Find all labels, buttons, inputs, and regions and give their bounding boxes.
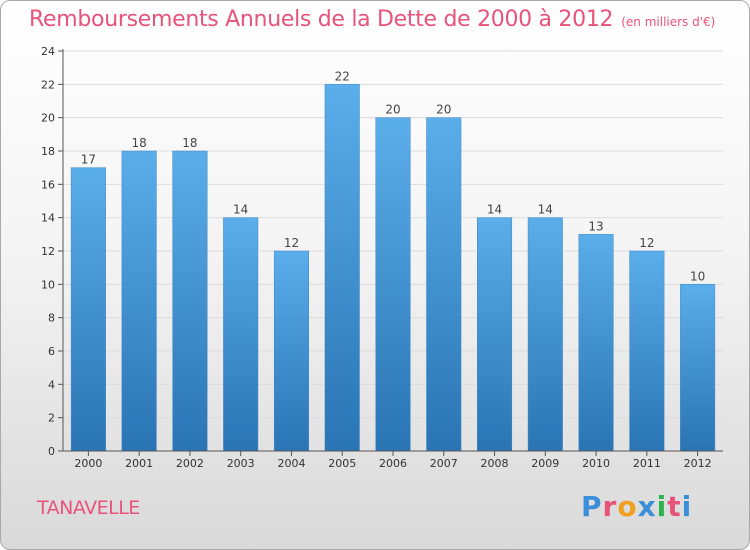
y-tick-label: 4	[48, 378, 55, 391]
y-tick-label: 0	[48, 445, 55, 458]
bar-value-label: 18	[132, 136, 147, 150]
y-tick-label: 10	[41, 278, 55, 291]
bar-value-label: 18	[182, 136, 197, 150]
brand-logo: Proxiti	[581, 490, 692, 523]
bar-value-label: 17	[81, 153, 96, 167]
brand-letter: r	[602, 490, 618, 523]
x-tick-label: 2001	[125, 457, 153, 470]
brand-letter: o	[617, 490, 638, 523]
bar-2011	[629, 250, 665, 452]
bar-value-label: 20	[436, 103, 451, 117]
chart-title: Remboursements Annuels de la Dette de 20…	[29, 7, 715, 32]
bar-2000	[70, 167, 106, 452]
y-tick-label: 20	[41, 112, 55, 125]
bar-value-label: 22	[335, 69, 350, 83]
bar-2001	[121, 150, 157, 452]
x-tick-label: 2009	[531, 457, 559, 470]
bar-2009	[527, 217, 563, 452]
y-tick-label: 18	[41, 145, 55, 158]
bar-2012	[680, 284, 716, 452]
bar-value-label: 13	[588, 219, 603, 233]
x-tick-label: 2002	[176, 457, 204, 470]
y-tick-label: 24	[41, 45, 55, 58]
y-tick-label: 12	[41, 245, 55, 258]
commune-name: TANAVELLE	[37, 497, 140, 519]
bar-value-label: 14	[538, 203, 553, 217]
x-tick-label: 2007	[430, 457, 458, 470]
x-tick-label: 2003	[227, 457, 255, 470]
y-tick-label: 8	[48, 312, 55, 325]
bar-value-label: 12	[639, 236, 654, 250]
y-tick-label: 22	[41, 78, 55, 91]
bar-2003	[223, 217, 259, 452]
brand-letter: t	[667, 490, 682, 523]
y-tick-label: 14	[41, 212, 55, 225]
bars: 17 18 18 14 12 22 20 20 14 14 13 12 10	[70, 69, 716, 452]
bar-2008	[477, 217, 513, 452]
brand-letter: i	[656, 490, 668, 523]
bar-value-label: 14	[233, 203, 248, 217]
brand-letter: i	[681, 490, 693, 523]
x-tick-label: 2005	[328, 457, 356, 470]
x-tick-label: 2000	[74, 457, 102, 470]
bar-2004	[273, 250, 309, 452]
bar-value-label: 10	[690, 269, 705, 283]
y-tick-label: 2	[48, 412, 55, 425]
brand-letter: P	[581, 490, 603, 523]
y-tick-label: 16	[41, 178, 55, 191]
bar-value-label: 14	[487, 203, 502, 217]
bar-value-label: 12	[284, 236, 299, 250]
x-tick-label: 2011	[633, 457, 661, 470]
x-tick-label: 2004	[277, 457, 305, 470]
y-tick-label: 6	[48, 345, 55, 358]
chart-subtitle: (en milliers d'€)	[621, 15, 716, 29]
bar-value-label: 20	[385, 103, 400, 117]
bar-2010	[578, 234, 614, 452]
title-text: Remboursements Annuels de la Dette de 20…	[29, 7, 614, 32]
x-tick-label: 2010	[582, 457, 610, 470]
bar-2002	[172, 150, 208, 452]
bar-2007	[426, 117, 462, 452]
bar-2006	[375, 117, 411, 452]
x-tick-label: 2006	[379, 457, 407, 470]
bar-2005	[324, 84, 360, 452]
x-tick-label: 2012	[684, 457, 712, 470]
brand-letter: x	[637, 490, 657, 523]
x-tick-label: 2008	[481, 457, 509, 470]
